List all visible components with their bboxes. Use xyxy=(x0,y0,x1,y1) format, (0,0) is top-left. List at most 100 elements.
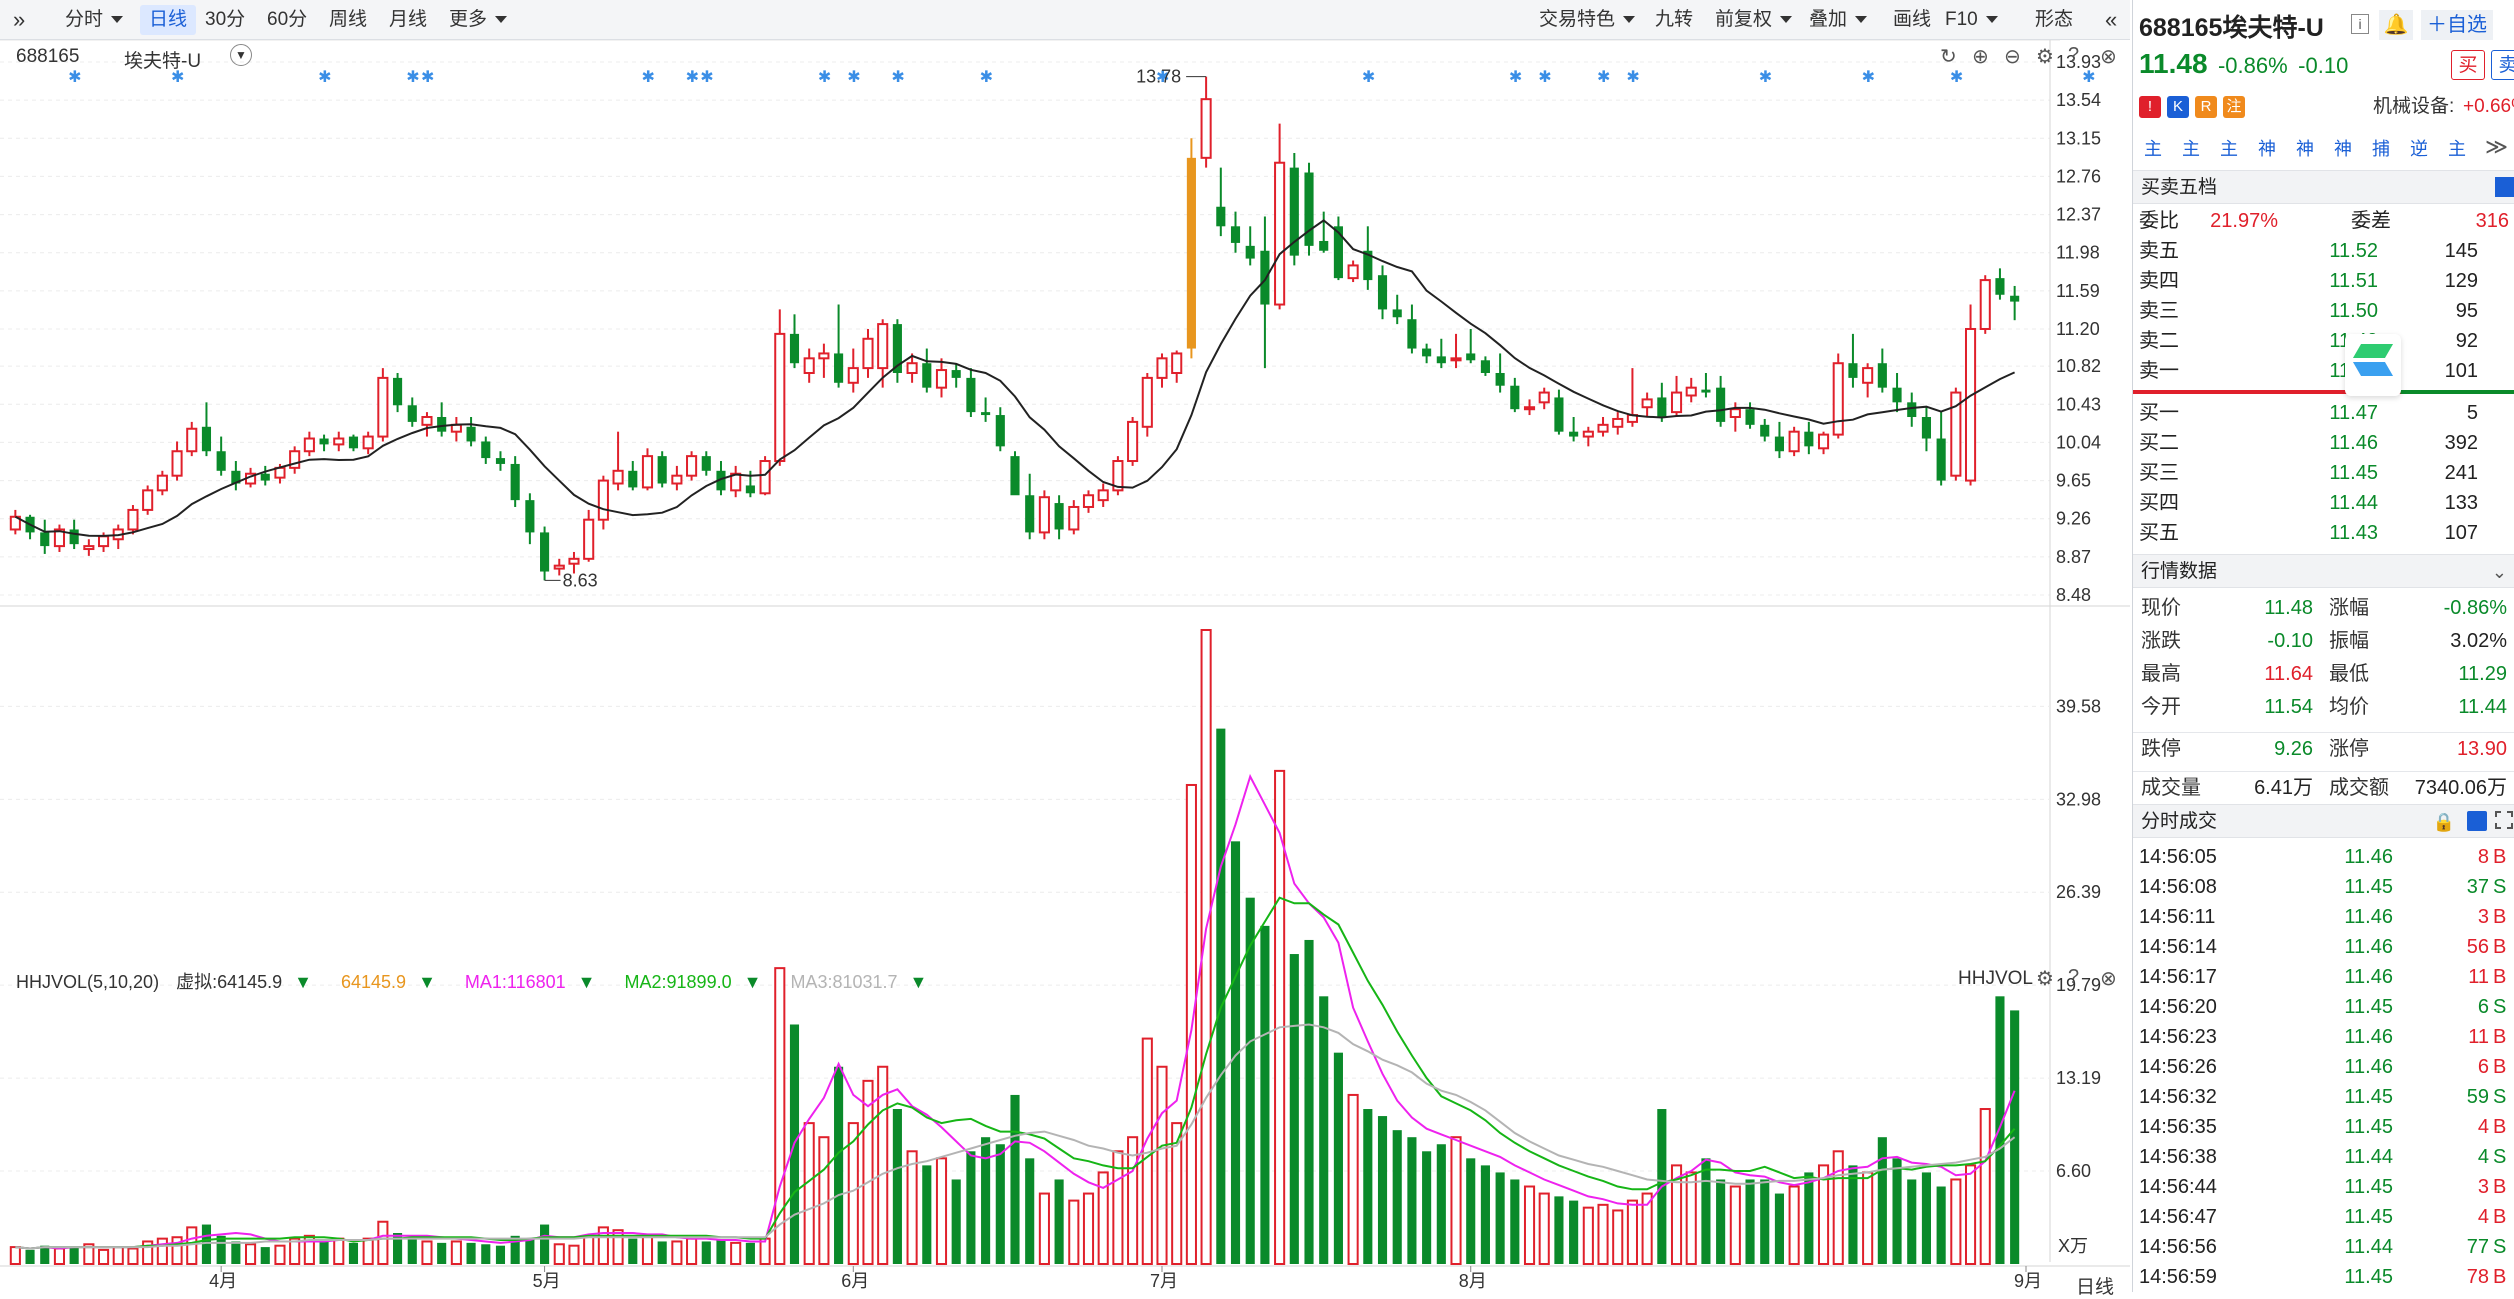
industry-label[interactable]: 机械设备: xyxy=(2373,96,2455,117)
signal-star-icon[interactable]: ✱ xyxy=(171,69,184,86)
candle[interactable] xyxy=(289,446,301,474)
signal-star-icon[interactable]: ✱ xyxy=(318,69,331,86)
candle[interactable] xyxy=(1392,294,1402,325)
candle[interactable] xyxy=(112,524,124,550)
candle[interactable] xyxy=(510,456,520,507)
period-tab-0[interactable]: 分时 xyxy=(56,5,132,35)
candle[interactable] xyxy=(1626,368,1638,427)
candle[interactable] xyxy=(1538,387,1550,410)
candle[interactable] xyxy=(1804,421,1814,455)
candle[interactable] xyxy=(1347,260,1359,283)
candle[interactable] xyxy=(583,509,595,562)
signal-star-icon[interactable]: ✱ xyxy=(891,69,904,86)
candle[interactable] xyxy=(1569,417,1579,442)
candle[interactable] xyxy=(1554,389,1564,435)
candle[interactable] xyxy=(641,448,654,491)
candle[interactable] xyxy=(1685,377,1697,403)
candle[interactable] xyxy=(421,412,433,437)
candle[interactable] xyxy=(1304,162,1314,256)
candle[interactable] xyxy=(1141,372,1153,437)
bid-row[interactable]: 买二 11.46 392 xyxy=(2133,428,2514,458)
signal-star-icon[interactable]: ✱ xyxy=(847,69,860,86)
risk-tag[interactable]: 注 xyxy=(2223,95,2245,118)
candle[interactable] xyxy=(612,431,624,491)
chart-options-dropdown-icon[interactable]: ▼ xyxy=(230,44,252,66)
signal-star-icon[interactable]: ✱ xyxy=(68,69,81,86)
floating-assistant-icon[interactable] xyxy=(2345,334,2401,396)
expand-sidebar-icon[interactable]: » xyxy=(13,7,26,32)
candle[interactable] xyxy=(1319,211,1329,253)
candle[interactable] xyxy=(1701,372,1711,398)
sell-button[interactable]: 卖 xyxy=(2491,50,2514,80)
candle[interactable] xyxy=(1921,407,1932,452)
candle[interactable] xyxy=(1466,328,1476,364)
candle[interactable] xyxy=(1670,375,1683,418)
tick-detail-icon[interactable] xyxy=(2467,811,2487,831)
candle[interactable] xyxy=(40,519,50,554)
candle[interactable] xyxy=(1480,356,1490,376)
candle[interactable] xyxy=(1422,343,1432,364)
risk-tag[interactable]: R xyxy=(2195,95,2217,118)
volume-settings-icon[interactable]: ⚙ xyxy=(2036,968,2054,990)
candle[interactable] xyxy=(1038,490,1050,540)
candle[interactable] xyxy=(495,451,506,471)
bid-row[interactable]: 买五 11.43 107 xyxy=(2133,518,2514,548)
feature-button[interactable]: 逆 xyxy=(2410,139,2428,159)
popout-icon[interactable] xyxy=(2495,811,2513,829)
period-tab-1[interactable]: 日线 xyxy=(140,5,197,35)
period-tab-2[interactable]: 30分 xyxy=(196,5,254,35)
candle[interactable] xyxy=(53,524,66,552)
signal-star-icon[interactable]: ✱ xyxy=(1759,69,1772,86)
candle[interactable] xyxy=(393,372,403,413)
info-icon[interactable]: i xyxy=(2351,14,2369,34)
quote-collapse-icon[interactable]: ⌄ xyxy=(2491,562,2507,582)
candle[interactable] xyxy=(1979,275,1991,334)
candle[interactable] xyxy=(450,417,462,442)
candle[interactable] xyxy=(377,368,389,442)
candle[interactable] xyxy=(1995,268,2005,300)
bid-row[interactable]: 买三 11.45 241 xyxy=(2133,458,2514,488)
candle[interactable] xyxy=(2010,285,2020,321)
feature-button[interactable]: 神 xyxy=(2334,139,2352,159)
candle[interactable] xyxy=(466,417,476,447)
chart-tool-0[interactable]: 交易特色 xyxy=(1530,5,1644,35)
signal-star-icon[interactable]: ✱ xyxy=(2082,69,2095,86)
order-book-settings-icon[interactable] xyxy=(2495,177,2514,197)
help-icon[interactable]: ? xyxy=(2068,44,2080,66)
candle[interactable] xyxy=(818,343,830,378)
candle[interactable] xyxy=(657,451,667,488)
candle[interactable] xyxy=(1200,76,1212,168)
chart-tool-6[interactable]: 形态 xyxy=(2026,5,2082,35)
candle[interactable] xyxy=(1832,353,1844,439)
risk-tag[interactable]: K xyxy=(2167,95,2189,118)
signal-star-icon[interactable]: ✱ xyxy=(980,69,993,86)
candle[interactable] xyxy=(1216,167,1226,237)
candle[interactable] xyxy=(628,461,638,491)
candle[interactable] xyxy=(142,485,154,515)
risk-tag[interactable]: ! xyxy=(2139,95,2161,118)
candle[interactable] xyxy=(671,465,683,491)
candle[interactable] xyxy=(1377,265,1388,320)
candle[interactable] xyxy=(1716,375,1726,427)
period-tab-4[interactable]: 周线 xyxy=(320,5,376,35)
buy-button[interactable]: 买 xyxy=(2451,50,2485,80)
candle[interactable] xyxy=(1068,500,1080,535)
candle[interactable] xyxy=(1495,353,1505,393)
candle[interactable] xyxy=(1950,387,1962,481)
candle[interactable] xyxy=(995,407,1005,452)
candle[interactable] xyxy=(862,328,874,378)
candle[interactable] xyxy=(1156,353,1168,388)
candle[interactable] xyxy=(303,431,315,457)
candle[interactable] xyxy=(9,509,21,535)
candle[interactable] xyxy=(1745,402,1755,429)
candle[interactable] xyxy=(171,441,183,481)
candle[interactable] xyxy=(951,363,961,388)
candle[interactable] xyxy=(1407,304,1417,354)
candle[interactable] xyxy=(906,353,918,383)
candle[interactable] xyxy=(1450,333,1462,369)
signal-star-icon[interactable]: ✱ xyxy=(1156,69,1169,86)
candle[interactable] xyxy=(1333,216,1343,281)
candlesticks[interactable] xyxy=(9,76,2020,581)
lock-icon[interactable]: 🔒 xyxy=(2432,812,2455,832)
candle[interactable] xyxy=(1907,392,1917,427)
